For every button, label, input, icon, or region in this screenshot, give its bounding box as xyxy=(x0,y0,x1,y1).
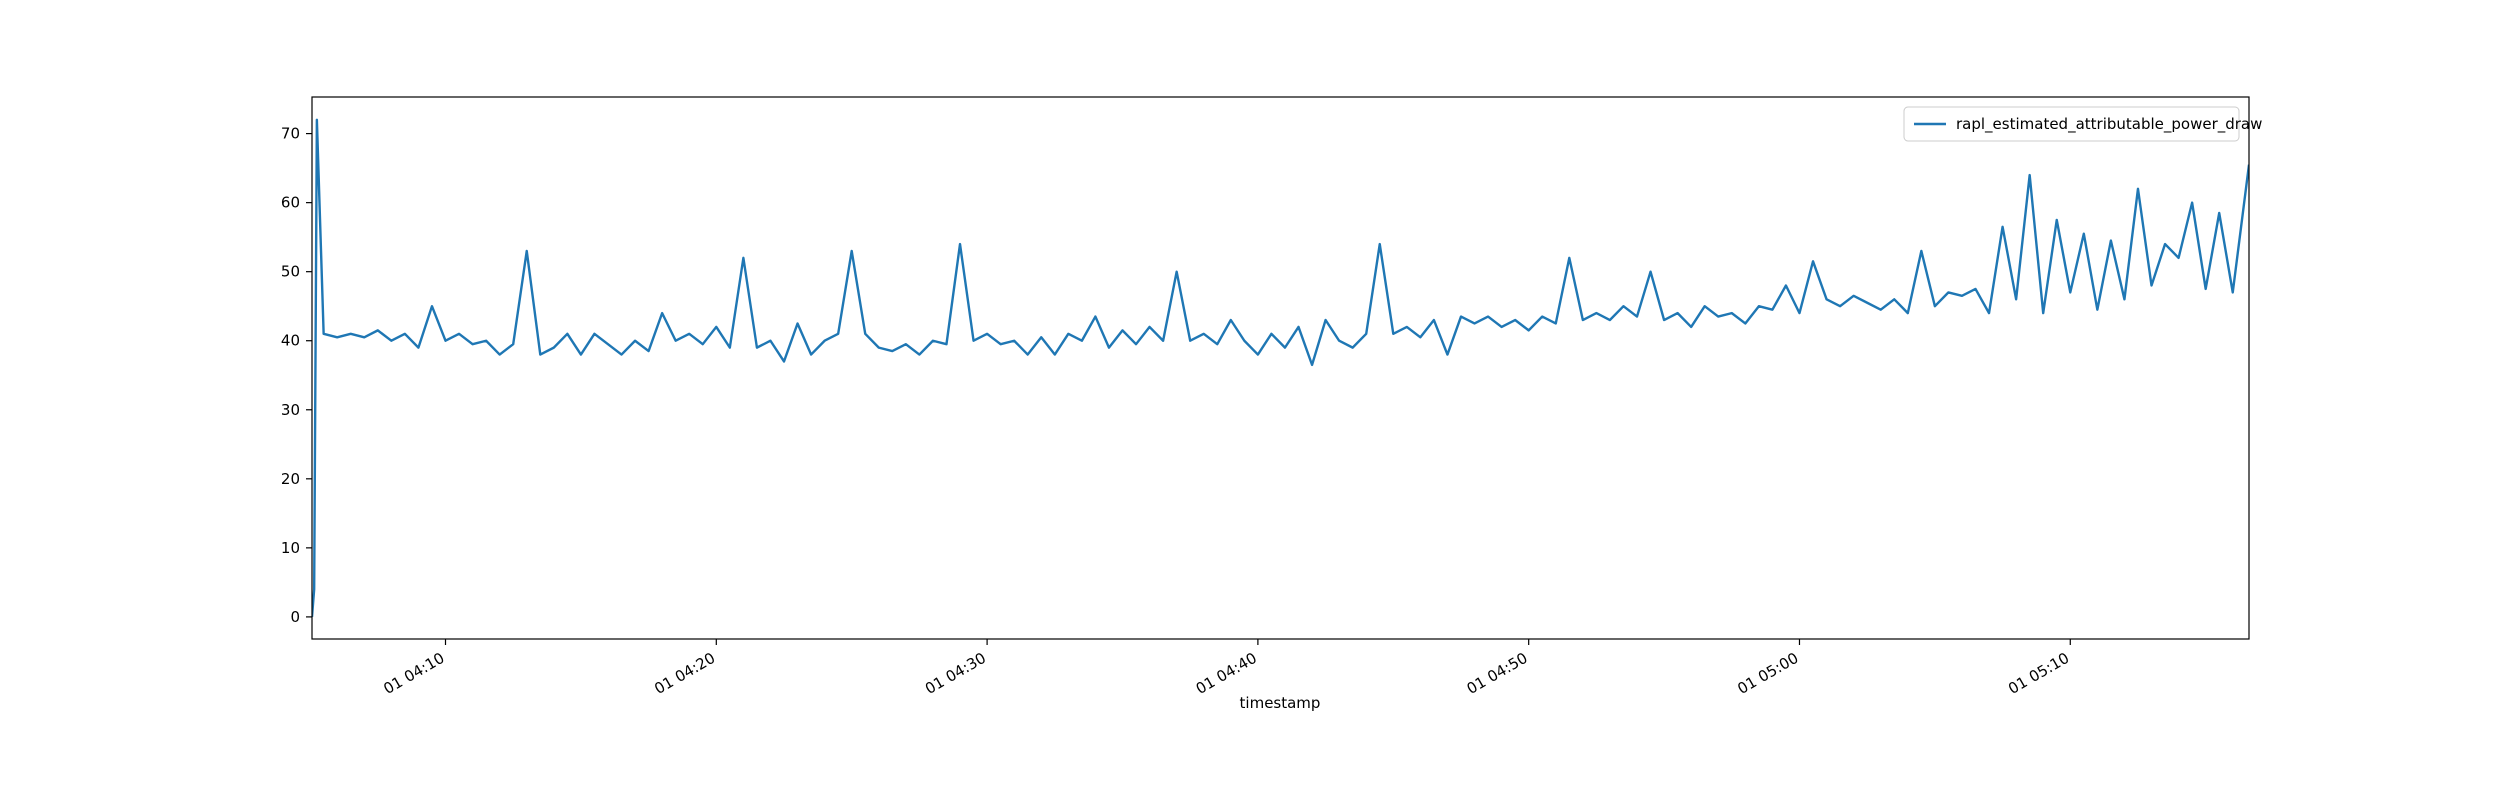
legend-box xyxy=(1903,106,2240,142)
y-tick-label: 30 xyxy=(281,401,300,419)
x-tick-label: 01 04:30 xyxy=(922,649,989,698)
x-tick-label: 01 05:00 xyxy=(1734,649,1801,698)
legend-label: rapl_estimated_attributable_power_draw xyxy=(1956,115,2262,134)
y-tick-label: 50 xyxy=(281,263,300,281)
y-tick-label: 0 xyxy=(290,608,300,626)
plot-area xyxy=(312,118,2249,618)
x-tick-label: 01 04:10 xyxy=(380,649,447,698)
x-tick-label: 01 04:20 xyxy=(651,649,718,698)
x-tick-label: 01 05:10 xyxy=(2005,649,2072,698)
axes-frame xyxy=(311,96,2250,640)
y-tick-label: 20 xyxy=(281,470,300,488)
y-tick-label: 40 xyxy=(281,332,300,350)
y-tick-label: 70 xyxy=(281,125,300,143)
x-tick-label: 01 04:40 xyxy=(1193,649,1260,698)
y-tick-label: 10 xyxy=(281,539,300,557)
x-axis-label: timestamp xyxy=(1240,694,1321,712)
x-tick-label: 01 04:50 xyxy=(1464,649,1531,698)
y-tick-label: 60 xyxy=(281,194,300,212)
line-series xyxy=(312,118,2249,618)
